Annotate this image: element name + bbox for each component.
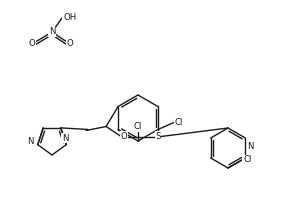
Text: N: N — [247, 142, 254, 151]
Text: O: O — [67, 40, 73, 48]
Text: O: O — [29, 40, 35, 48]
Text: N: N — [27, 137, 34, 146]
Text: S: S — [155, 132, 161, 141]
Text: Cl: Cl — [134, 122, 142, 131]
Text: N: N — [49, 28, 55, 37]
Text: OH: OH — [63, 13, 76, 22]
Text: O: O — [121, 132, 127, 141]
Text: Cl: Cl — [243, 155, 251, 164]
Text: N: N — [62, 134, 68, 143]
Text: Cl: Cl — [175, 118, 183, 127]
